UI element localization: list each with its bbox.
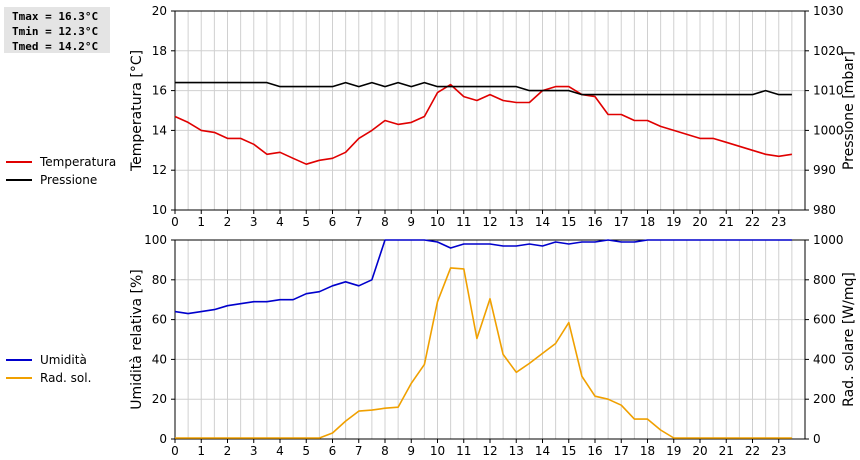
y-tick-label-bottom: 80: [152, 273, 167, 287]
y-axis-title-top: Temperatura [°C]: [129, 50, 145, 172]
y-tick-label-bottom: 40: [152, 352, 167, 366]
x-tick-label-bottom: 3: [250, 444, 258, 458]
legend-line-radiation: [6, 377, 32, 379]
tmax-stat: Tmax = 16.3°C: [12, 10, 99, 23]
x-tick-label-top: 14: [535, 215, 550, 229]
x-tick-label-bottom: 12: [482, 444, 497, 458]
x-tick-label-top: 20: [692, 215, 707, 229]
series-line-pressione: [175, 81, 792, 96]
x-tick-label-top: 22: [745, 215, 760, 229]
x-tick-label-top: 18: [640, 215, 655, 229]
x-tick-label-bottom: 8: [381, 444, 389, 458]
x-tick-label-top: 1: [197, 215, 205, 229]
y2-axis-title-bottom: Rad. solare [W/mq]: [841, 272, 857, 407]
y-tick-label-top: 18: [152, 44, 167, 58]
legend-top: Temperatura Pressione: [6, 153, 116, 189]
x-tick-label-top: 13: [509, 215, 524, 229]
y-tick-label-bottom: 100: [144, 233, 167, 247]
tmin-stat: Tmin = 12.3°C: [12, 25, 99, 38]
x-tick-label-top: 19: [666, 215, 681, 229]
x-tick-label-top: 5: [302, 215, 310, 229]
y-tick-label-top: 12: [152, 163, 167, 177]
y-tick-label-bottom: 60: [152, 313, 167, 327]
x-tick-label-top: 6: [329, 215, 337, 229]
y2-tick-label-top: 1010: [813, 84, 844, 98]
x-tick-label-bottom: 16: [587, 444, 602, 458]
x-tick-label-bottom: 13: [509, 444, 524, 458]
x-tick-label-top: 7: [355, 215, 363, 229]
x-tick-label-bottom: 18: [640, 444, 655, 458]
x-tick-label-top: 9: [407, 215, 415, 229]
legend-line-pressure: [6, 179, 32, 181]
x-tick-label-bottom: 23: [771, 444, 786, 458]
x-tick-label-bottom: 22: [745, 444, 760, 458]
legend-label-radiation: Rad. sol.: [40, 371, 92, 385]
y2-tick-label-bottom: 1000: [813, 233, 844, 247]
x-tick-label-bottom: 17: [614, 444, 629, 458]
legend-bottom: Umidità Rad. sol.: [6, 351, 91, 387]
x-tick-label-top: 4: [276, 215, 284, 229]
y2-tick-label-bottom: 0: [813, 432, 821, 446]
legend-line-temperature: [6, 161, 32, 163]
x-tick-label-bottom: 9: [407, 444, 415, 458]
y2-tick-label-bottom: 800: [813, 273, 836, 287]
y2-axis-title-top: Pressione [mbar]: [841, 51, 857, 170]
legend-item-radiation: Rad. sol.: [6, 369, 91, 387]
y2-tick-label-top: 990: [813, 163, 836, 177]
y2-tick-label-top: 1020: [813, 44, 844, 58]
y-tick-label-bottom: 0: [159, 432, 167, 446]
x-tick-label-bottom: 0: [171, 444, 179, 458]
y-axis-title-bottom: Umidità relativa [%]: [129, 269, 145, 410]
x-tick-label-bottom: 15: [561, 444, 576, 458]
y-tick-label-top: 16: [152, 84, 167, 98]
x-tick-label-bottom: 19: [666, 444, 681, 458]
x-tick-label-top: 8: [381, 215, 389, 229]
series-line-temperatura: [174, 83, 793, 165]
x-tick-label-bottom: 6: [329, 444, 337, 458]
y2-tick-label-bottom: 400: [813, 352, 836, 366]
x-tick-label-bottom: 11: [456, 444, 471, 458]
tmed-stat: Tmed = 14.2°C: [12, 40, 99, 53]
y-tick-label-top: 10: [152, 203, 167, 217]
legend-item-pressure: Pressione: [6, 171, 116, 189]
y2-tick-label-top: 1000: [813, 123, 844, 137]
x-tick-label-bottom: 2: [224, 444, 232, 458]
x-tick-label-top: 21: [719, 215, 734, 229]
y2-tick-label-bottom: 600: [813, 313, 836, 327]
y2-tick-label-top: 1030: [813, 4, 844, 18]
legend-label-pressure: Pressione: [40, 173, 98, 187]
x-tick-label-bottom: 5: [302, 444, 310, 458]
x-tick-label-top: 2: [224, 215, 232, 229]
legend-label-temperature: Temperatura: [40, 155, 117, 169]
x-tick-label-bottom: 7: [355, 444, 363, 458]
x-tick-label-top: 23: [771, 215, 786, 229]
x-tick-label-bottom: 4: [276, 444, 284, 458]
y2-tick-label-top: 980: [813, 203, 836, 217]
x-tick-label-bottom: 1: [197, 444, 205, 458]
y-tick-label-top: 14: [152, 123, 167, 137]
y-tick-label-top: 20: [152, 4, 167, 18]
x-tick-label-bottom: 20: [692, 444, 707, 458]
legend-label-humidity: Umidità: [40, 353, 87, 367]
x-tick-label-top: 3: [250, 215, 258, 229]
y2-tick-label-bottom: 200: [813, 392, 836, 406]
x-tick-label-top: 10: [430, 215, 445, 229]
x-tick-label-top: 0: [171, 215, 179, 229]
x-tick-label-top: 11: [456, 215, 471, 229]
legend-item-temperature: Temperatura: [6, 153, 116, 171]
x-tick-label-bottom: 10: [430, 444, 445, 458]
legend-line-humidity: [6, 359, 32, 361]
x-tick-label-bottom: 14: [535, 444, 550, 458]
legend-item-humidity: Umidità: [6, 351, 91, 369]
stats-box: Tmax = 16.3°C Tmin = 12.3°C Tmed = 14.2°…: [4, 7, 110, 53]
x-tick-label-top: 12: [482, 215, 497, 229]
series-line-umidit: [174, 239, 792, 315]
y-tick-label-bottom: 20: [152, 392, 167, 406]
x-tick-label-top: 15: [561, 215, 576, 229]
series-line-rad-sol: [175, 267, 792, 439]
x-tick-label-bottom: 21: [719, 444, 734, 458]
x-tick-label-top: 16: [587, 215, 602, 229]
x-tick-label-top: 17: [614, 215, 629, 229]
